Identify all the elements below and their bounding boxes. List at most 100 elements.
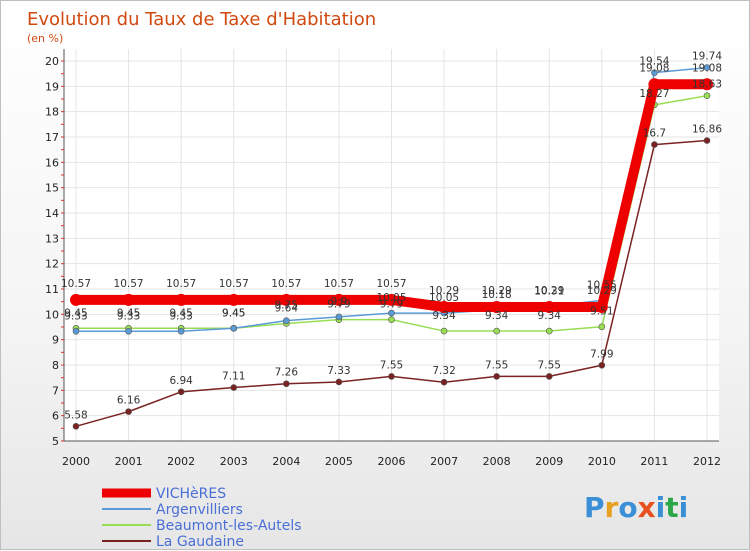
data-point [703, 137, 711, 144]
data-label: 6.94 [169, 375, 193, 387]
data-label: 10.57 [114, 278, 144, 290]
data-point [385, 293, 398, 306]
data-label: 9.45 [222, 307, 245, 319]
y-tick-label: 14 [45, 207, 59, 220]
data-label: 19.08 [692, 62, 722, 74]
data-point [598, 361, 606, 369]
x-tick-label: 2001 [115, 455, 143, 468]
y-tick-label: 10 [45, 308, 59, 321]
data-point [595, 300, 608, 313]
data-point [493, 373, 500, 380]
y-tick-label: 17 [45, 131, 59, 144]
data-label: 9.9 [331, 296, 348, 308]
data-label: 9.33 [64, 310, 87, 322]
y-tick-label: 12 [45, 258, 59, 271]
data-label: 10.29 [587, 285, 617, 297]
data-point [438, 300, 451, 313]
data-label: 10.29 [534, 285, 564, 297]
data-label: 10.57 [324, 278, 354, 290]
data-label: 9.79 [380, 299, 403, 311]
data-point [440, 378, 448, 386]
legend-label: La Gaudaine [156, 534, 244, 550]
brand-letter: o [618, 491, 637, 524]
data-label: 9.75 [275, 300, 298, 312]
data-label: 7.55 [538, 359, 561, 371]
data-point [490, 300, 503, 313]
x-tick-label: 2007 [430, 455, 458, 468]
y-tick-label: 7 [52, 384, 59, 397]
data-label: 10.31 [534, 285, 564, 297]
data-point [703, 92, 711, 100]
data-point [493, 327, 500, 335]
data-label: 7.55 [485, 359, 508, 371]
brand-letter: i [679, 491, 689, 524]
data-point [177, 328, 185, 335]
y-tick-label: 13 [45, 232, 59, 245]
data-point [125, 408, 132, 415]
data-label: 9.33 [169, 310, 192, 322]
data-label: 5.58 [64, 409, 87, 421]
data-label: 9.34 [538, 310, 562, 322]
data-label: 7.26 [275, 367, 299, 379]
brand-letter: r [605, 491, 619, 524]
data-label: 10.57 [271, 278, 301, 290]
data-label: 9.34 [432, 310, 456, 322]
x-tick-label: 2000 [62, 455, 90, 468]
chart-subtitle: (en %) [27, 32, 63, 45]
data-label: 10.57 [376, 278, 406, 290]
data-point [230, 384, 238, 391]
data-point [72, 423, 80, 430]
data-point [283, 317, 290, 324]
data-label: 19.54 [639, 56, 669, 68]
data-label: 10.57 [61, 278, 91, 290]
data-label: 10.29 [429, 285, 459, 297]
x-tick-label: 2008 [483, 455, 511, 468]
data-label: 16.7 [643, 128, 666, 140]
data-label: 10.57 [219, 278, 249, 290]
data-label: 9.45 [117, 307, 140, 319]
data-point [388, 373, 395, 380]
data-label: 9.45 [222, 307, 245, 319]
data-label: 9.79 [327, 299, 350, 311]
data-label: 10.55 [587, 279, 617, 291]
y-tick-label: 8 [52, 359, 59, 372]
data-point [335, 378, 343, 386]
y-tick-label: 11 [45, 283, 59, 296]
data-point [72, 328, 80, 335]
data-point [230, 324, 238, 332]
y-tick-label: 18 [45, 106, 59, 119]
brand-letter: P [584, 491, 605, 524]
data-point [440, 327, 448, 335]
data-label: 9.33 [117, 310, 140, 322]
chart-title: Evolution du Taux de Taxe d'Habitation [27, 9, 376, 30]
data-label: 10.18 [482, 289, 512, 301]
data-point [703, 64, 711, 71]
x-tick-label: 2004 [272, 455, 300, 468]
data-label: 10.05 [429, 292, 459, 304]
brand-letter: t [665, 491, 678, 524]
data-label: 10.05 [376, 292, 406, 304]
y-tick-label: 20 [45, 55, 59, 68]
data-label: 16.86 [692, 124, 722, 136]
data-label: 7.11 [222, 371, 245, 383]
data-label: 6.16 [117, 395, 141, 407]
data-label: 7.99 [590, 348, 613, 360]
data-point [280, 293, 293, 306]
x-tick-label: 2006 [378, 455, 406, 468]
data-point [125, 328, 132, 335]
data-label: 10.57 [166, 278, 196, 290]
y-tick-label: 6 [52, 410, 59, 423]
data-label: 9.51 [590, 306, 613, 318]
legend-label: VICHèRES [156, 486, 226, 502]
data-label: 9.45 [169, 307, 192, 319]
data-point [283, 380, 290, 388]
data-point [335, 313, 343, 321]
data-point [388, 316, 395, 323]
data-point [701, 78, 713, 91]
data-point [70, 293, 82, 306]
data-point [227, 293, 240, 306]
y-tick-label: 15 [45, 182, 59, 195]
brand-letter: x [638, 491, 656, 524]
